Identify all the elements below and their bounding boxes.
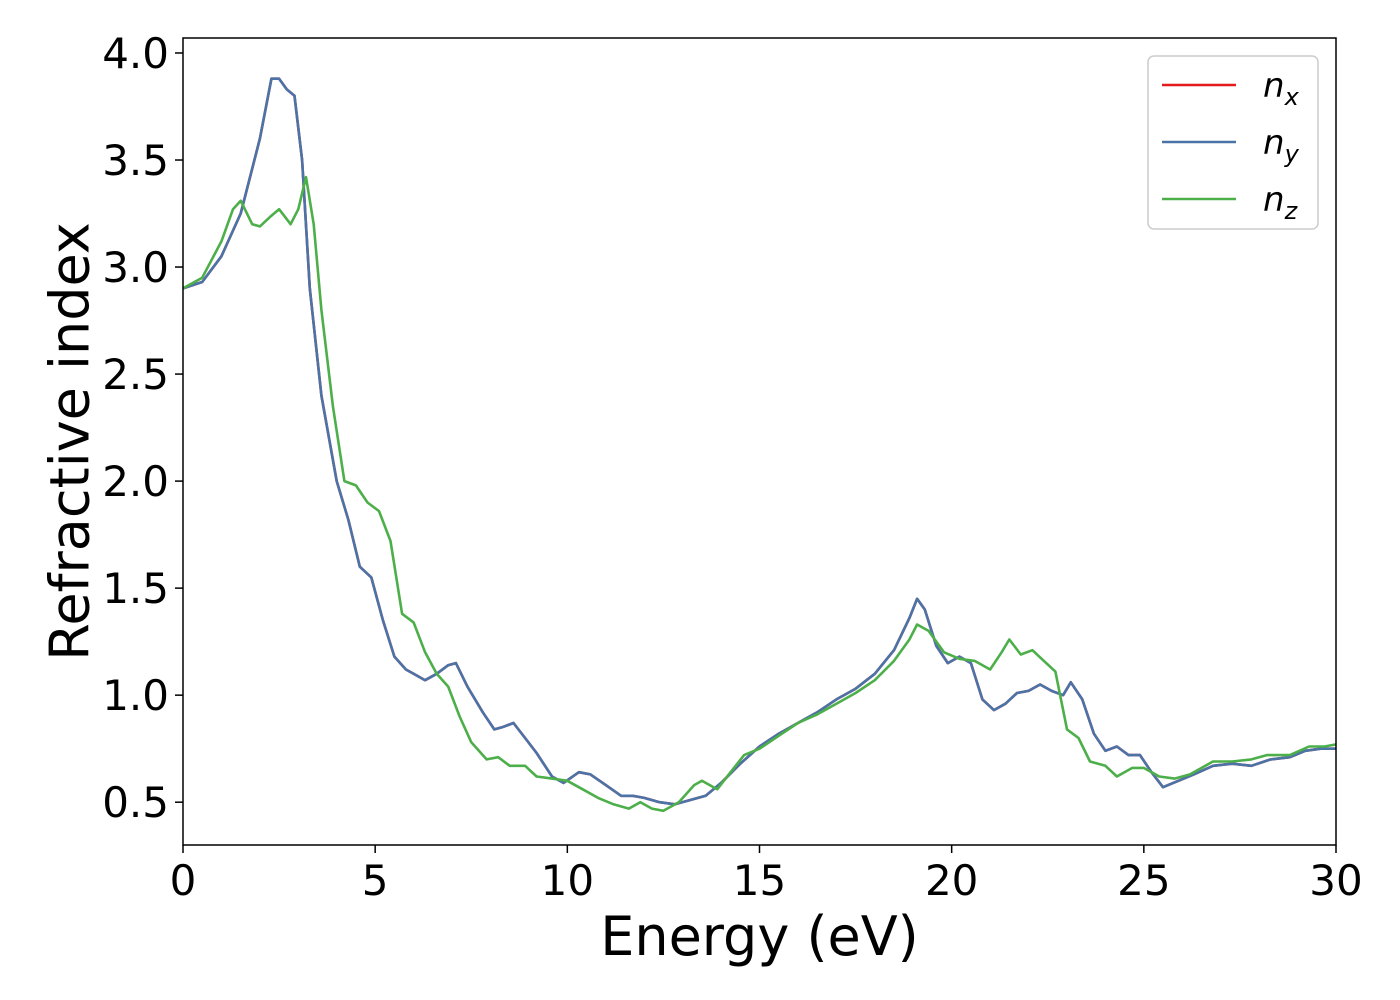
legend-label-base: n xyxy=(1263,66,1285,106)
legend-label-y: ny xyxy=(1263,123,1300,168)
y-tick-label: 1.0 xyxy=(102,671,169,720)
legend-label-subscript: y xyxy=(1284,140,1300,168)
y-tick-label: 0.5 xyxy=(102,778,169,827)
x-tick-label: 5 xyxy=(362,856,389,905)
y-tick-label: 1.5 xyxy=(102,564,169,613)
y-axis: 0.5 1.0 1.5 2.0 2.5 3.0 3.5 4.0 xyxy=(102,29,183,827)
legend-label-base: n xyxy=(1263,123,1285,163)
x-axis-label: Energy (eV) xyxy=(600,905,919,968)
y-tick-label: 4.0 xyxy=(102,29,169,78)
legend-label-subscript: x xyxy=(1284,83,1300,111)
x-axis: 0 5 10 15 20 25 30 xyxy=(170,845,1363,905)
x-tick-label: 10 xyxy=(541,856,594,905)
series-line-n-z xyxy=(183,175,1336,813)
legend-label-x: nx xyxy=(1263,66,1300,111)
x-tick-label: 0 xyxy=(170,856,197,905)
legend-label-subscript: z xyxy=(1284,197,1299,225)
y-tick-label: 2.5 xyxy=(102,350,169,399)
x-tick-label: 25 xyxy=(1117,856,1170,905)
y-axis-label: Refractive index xyxy=(39,222,102,661)
legend-label-base: n xyxy=(1263,180,1285,220)
x-tick-label: 15 xyxy=(733,856,786,905)
y-tick-label: 3.5 xyxy=(102,136,169,185)
y-tick-label: 3.0 xyxy=(102,243,169,292)
x-tick-label: 30 xyxy=(1309,856,1362,905)
series-layer xyxy=(183,77,1336,813)
x-tick-label: 20 xyxy=(925,856,978,905)
y-tick-label: 2.0 xyxy=(102,457,169,506)
legend-label-z: nz xyxy=(1263,180,1299,225)
